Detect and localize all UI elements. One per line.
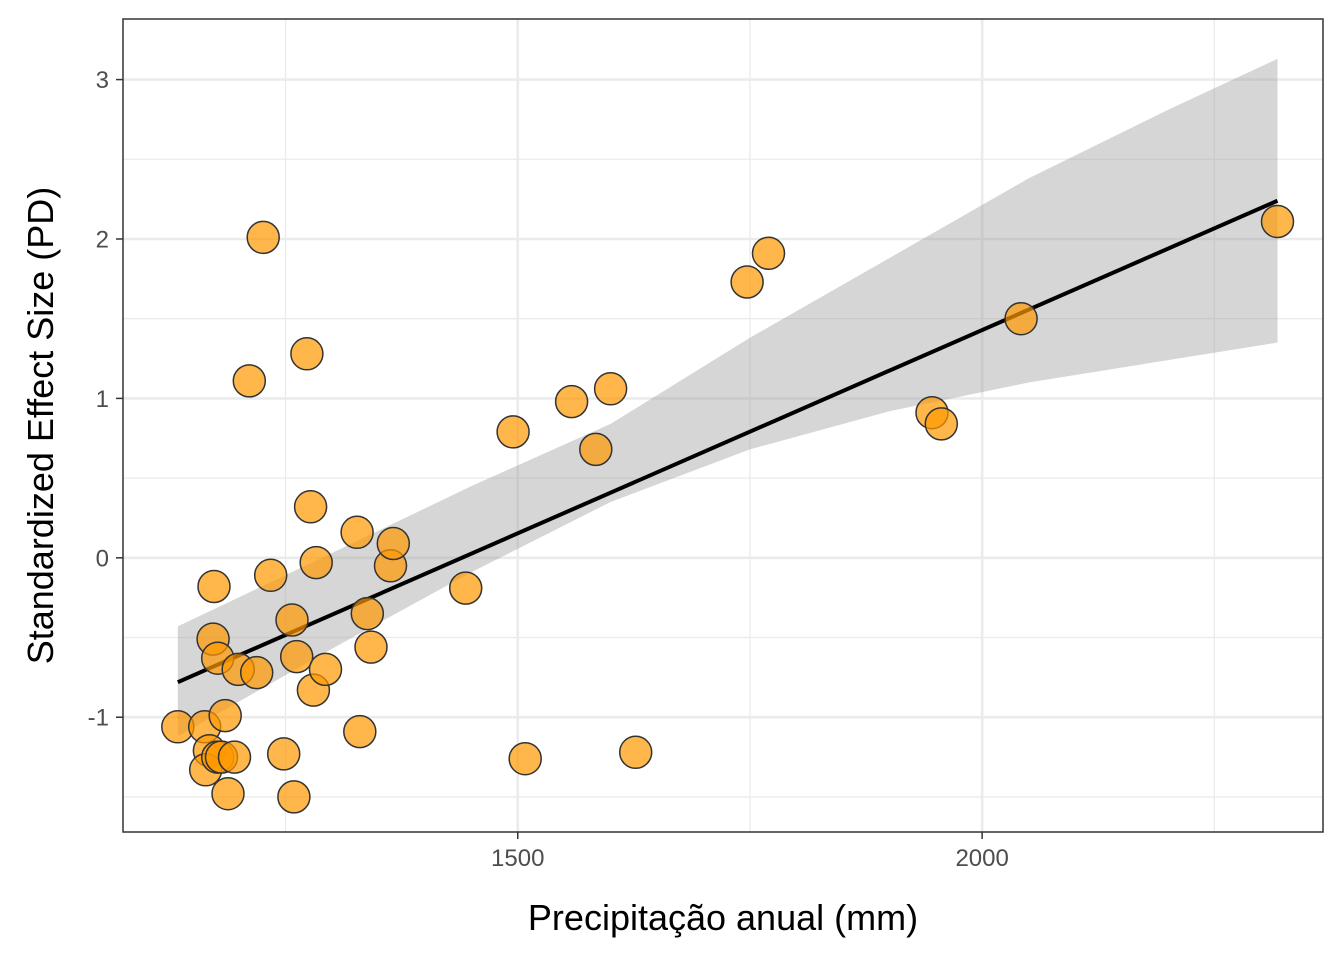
data-point bbox=[293, 490, 328, 524]
x-axis-ticks: 1500 2000 bbox=[491, 832, 1009, 872]
data-point bbox=[508, 741, 542, 776]
x-tick-label: 1500 bbox=[491, 845, 544, 872]
data-point bbox=[354, 630, 388, 664]
data-point bbox=[277, 780, 311, 814]
data-point bbox=[554, 384, 589, 419]
data-point bbox=[253, 558, 288, 593]
grid-minor bbox=[123, 19, 1323, 832]
y-tick-label: 2 bbox=[96, 226, 109, 253]
x-axis-title: Precipitação anual (mm) bbox=[528, 897, 918, 938]
y-tick-label: -1 bbox=[88, 705, 109, 732]
data-point bbox=[340, 515, 374, 550]
data-point bbox=[246, 220, 280, 255]
y-axis-ticks: -1 0 1 2 3 bbox=[88, 67, 123, 732]
data-point bbox=[266, 737, 301, 771]
data-point bbox=[239, 655, 274, 690]
data-point bbox=[279, 639, 314, 674]
data-point bbox=[448, 571, 483, 605]
data-point bbox=[751, 236, 786, 271]
data-point bbox=[308, 652, 343, 687]
data-point bbox=[217, 740, 252, 774]
grid-major bbox=[123, 19, 1323, 832]
panel-border bbox=[122, 18, 1324, 833]
data-point bbox=[197, 569, 231, 604]
data-point bbox=[299, 545, 333, 580]
data-point bbox=[211, 776, 245, 811]
data-point bbox=[1004, 301, 1038, 336]
data-point bbox=[350, 596, 385, 631]
data-point bbox=[376, 526, 411, 561]
points-layer bbox=[161, 204, 1295, 814]
data-point bbox=[593, 372, 628, 406]
data-point bbox=[275, 603, 309, 637]
data-point bbox=[208, 698, 242, 733]
x-tick-label: 2000 bbox=[955, 845, 1008, 872]
data-point bbox=[618, 735, 653, 770]
y-tick-label: 1 bbox=[96, 386, 109, 413]
data-point bbox=[924, 407, 959, 441]
data-point bbox=[290, 337, 324, 371]
data-point bbox=[579, 432, 613, 467]
y-tick-label: 0 bbox=[96, 545, 109, 572]
confidence-band-layer bbox=[177, 58, 1278, 737]
data-point bbox=[496, 415, 530, 449]
data-point bbox=[343, 714, 377, 749]
y-axis-title: Standardized Effect Size (PD) bbox=[20, 187, 61, 665]
confidence-band bbox=[177, 58, 1278, 737]
y-tick-label: 3 bbox=[96, 67, 109, 94]
data-point bbox=[232, 364, 267, 398]
data-point bbox=[730, 265, 764, 299]
data-point bbox=[1260, 204, 1295, 239]
